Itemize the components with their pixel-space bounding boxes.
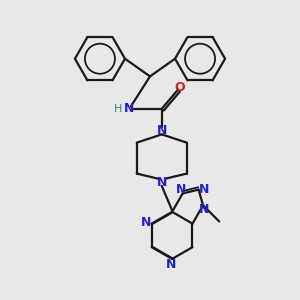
Text: N: N (124, 102, 135, 115)
Text: N: N (157, 176, 167, 189)
Text: N: N (157, 124, 167, 137)
Text: H: H (114, 104, 122, 114)
Text: N: N (141, 216, 152, 229)
Text: N: N (199, 183, 210, 196)
Text: O: O (175, 81, 185, 94)
Text: N: N (165, 258, 176, 271)
Text: N: N (176, 183, 186, 196)
Text: N: N (199, 203, 210, 216)
